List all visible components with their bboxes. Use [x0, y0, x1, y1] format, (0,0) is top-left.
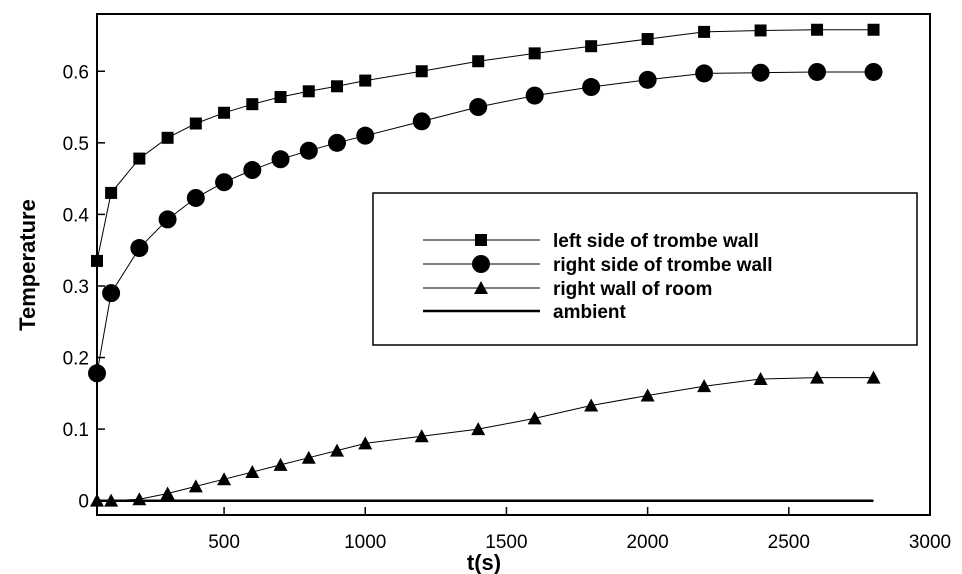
y-tick-label: 0.2 [63, 349, 89, 370]
x-tick-label: 2500 [768, 532, 810, 553]
circle-marker [215, 173, 234, 192]
legend-item: right side of trombe wall [423, 255, 773, 276]
legend-item: right wall of room [423, 279, 712, 300]
y-axis-title: Temperature [15, 199, 40, 331]
circle-marker [864, 62, 883, 81]
series-0 [91, 23, 880, 267]
x-tick-label: 2000 [626, 532, 668, 553]
triangle-marker [273, 457, 288, 471]
y-tick-label: 0.5 [63, 134, 89, 155]
circle-marker [469, 98, 488, 117]
legend-items: left side of trombe wall right side of tr… [423, 231, 773, 323]
legend-label: ambient [553, 302, 627, 323]
triangle-marker [697, 379, 712, 393]
square-marker [189, 117, 202, 130]
axis-ticks: 500 1000 1500 2000 2500 3000 0 0.1 0.2 0.3 0.4 0.5 0… [63, 62, 952, 553]
legend-item: ambient [423, 302, 627, 323]
circle-marker [186, 188, 205, 207]
circle-marker [412, 112, 431, 131]
legend: left side of trombe wall right side of tr… [372, 192, 918, 346]
circle-marker [243, 161, 262, 180]
triangle-marker [474, 281, 488, 294]
square-marker [331, 80, 344, 93]
series-1 [88, 62, 883, 383]
legend-label: right wall of room [553, 279, 712, 300]
circle-marker [808, 62, 827, 81]
y-tick-label: 0.1 [63, 420, 89, 441]
square-marker [161, 131, 174, 144]
triangle-marker [188, 479, 203, 493]
series-2 [90, 370, 881, 507]
square-marker [641, 33, 654, 46]
square-marker [811, 23, 824, 36]
square-marker [475, 234, 487, 246]
triangle-marker [132, 492, 147, 506]
triangle-marker [245, 465, 260, 479]
legend-box [372, 192, 918, 346]
circle-marker [271, 150, 290, 169]
circle-marker [299, 141, 318, 160]
triangle-marker [753, 372, 768, 386]
square-marker [528, 47, 541, 60]
square-marker [133, 152, 146, 165]
square-marker [585, 40, 598, 53]
circle-marker [582, 78, 601, 97]
y-tick-label: 0.6 [63, 62, 89, 83]
square-marker [472, 55, 485, 68]
triangle-marker [640, 388, 655, 402]
series-line [97, 377, 874, 502]
x-tick-label: 500 [208, 532, 240, 553]
circle-marker [102, 284, 121, 303]
triangle-marker [414, 429, 429, 443]
y-tick-label: 0.4 [63, 205, 90, 226]
x-tick-label: 1500 [485, 532, 527, 553]
square-marker [867, 23, 880, 36]
triangle-marker [160, 486, 175, 500]
circle-marker [158, 210, 177, 229]
triangle-marker [358, 436, 373, 450]
square-marker [218, 106, 231, 119]
triangle-marker [527, 411, 542, 425]
circle-marker [695, 64, 714, 83]
triangle-marker [866, 370, 881, 384]
square-marker [105, 186, 118, 199]
square-marker [754, 24, 767, 37]
triangle-marker [330, 443, 345, 457]
circle-marker [130, 239, 149, 258]
triangle-marker [471, 422, 486, 436]
square-marker [246, 98, 259, 111]
series-layer [88, 23, 883, 507]
legend-label: right side of trombe wall [553, 255, 773, 276]
square-marker [91, 254, 103, 267]
x-tick-label: 1000 [344, 532, 386, 553]
square-marker [415, 65, 428, 78]
square-marker [359, 74, 372, 87]
circle-marker [328, 133, 347, 152]
y-tick-label: 0 [78, 492, 89, 513]
square-marker [274, 91, 287, 104]
x-tick-label: 3000 [909, 532, 951, 553]
square-marker [302, 85, 315, 98]
triangle-marker [217, 472, 232, 486]
triangle-marker [301, 450, 316, 464]
legend-item: left side of trombe wall [423, 231, 759, 252]
triangle-marker [584, 398, 599, 412]
circle-marker [525, 86, 544, 105]
circle-marker [472, 255, 490, 273]
x-axis-title: t(s) [467, 550, 501, 574]
legend-label: left side of trombe wall [553, 231, 759, 252]
circle-marker [88, 364, 106, 383]
circle-marker [751, 63, 770, 82]
triangle-marker [810, 370, 825, 384]
y-tick-label: 0.3 [63, 277, 89, 298]
square-marker [698, 25, 711, 38]
circle-marker [638, 70, 657, 89]
circle-marker [356, 126, 375, 145]
